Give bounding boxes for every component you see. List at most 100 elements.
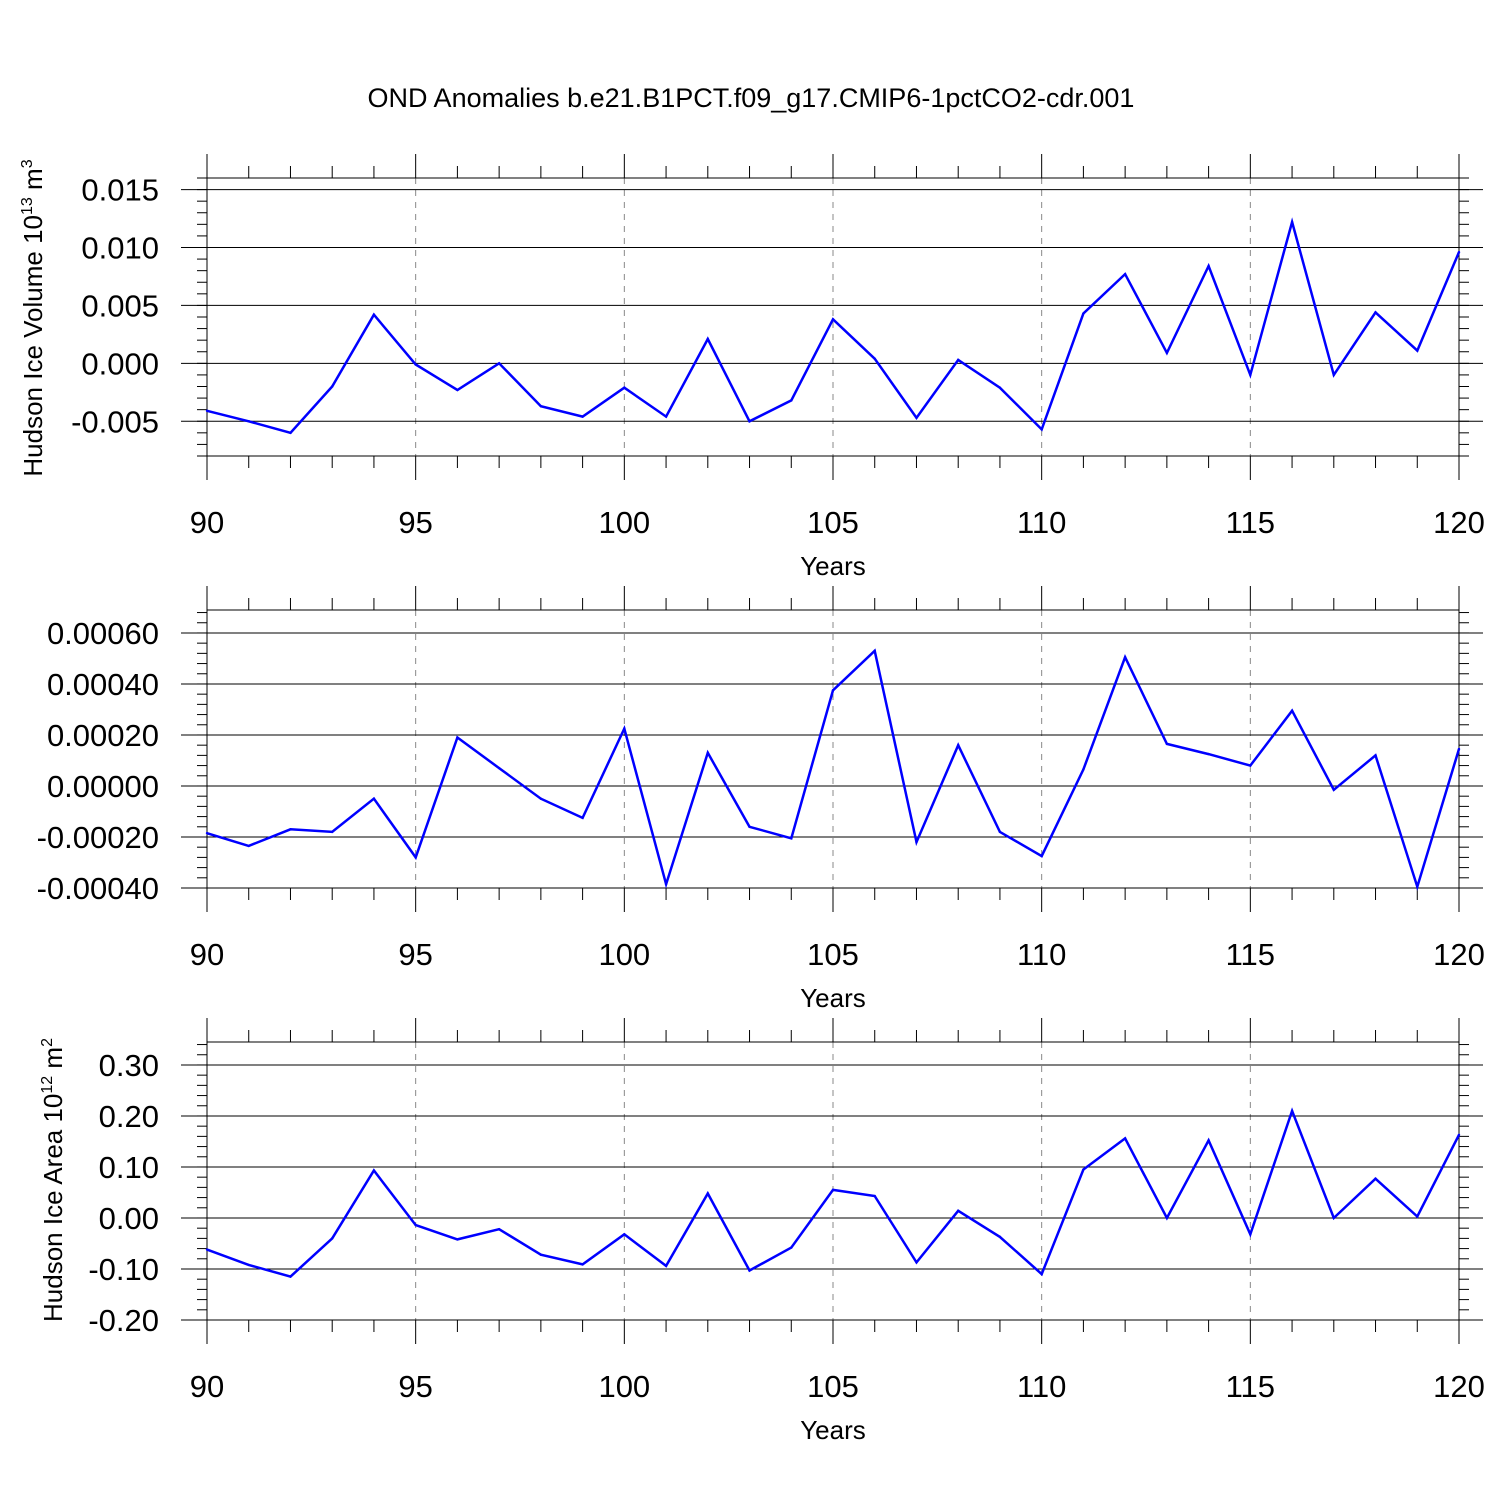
data-point (289, 1275, 292, 1278)
data-point (205, 1248, 209, 1251)
data-point (289, 431, 292, 435)
x-tick-label: 120 (1433, 937, 1485, 972)
x-axis-title: Years (800, 1415, 866, 1445)
data-point (497, 766, 501, 770)
y-tick-label: 0.10 (99, 1150, 159, 1185)
data-point (539, 404, 543, 408)
data-point (456, 388, 459, 392)
x-tick-label: 95 (398, 937, 432, 972)
data-point (1374, 754, 1377, 757)
data-point (1290, 1109, 1294, 1113)
data-point (1082, 1168, 1085, 1171)
y-tick-label: -0.20 (88, 1303, 159, 1338)
x-tick-label: 105 (807, 505, 859, 540)
x-tick-label: 110 (1017, 505, 1066, 540)
data-point (873, 649, 876, 653)
data-point (1040, 1272, 1043, 1276)
x-tick-label: 120 (1433, 1369, 1485, 1404)
data-point (1332, 373, 1336, 377)
y-tick-label: 0.00020 (47, 718, 159, 753)
x-axis-title: Years (800, 551, 866, 581)
y-tick-label: 0.00060 (47, 616, 159, 651)
y-tick-label: 0.015 (81, 173, 159, 208)
data-point (1207, 752, 1210, 756)
x-tick-label: 115 (1226, 505, 1275, 540)
x-axis-title: Years (800, 983, 866, 1013)
data-point (998, 830, 1002, 834)
data-point (372, 1169, 376, 1172)
data-point (539, 797, 543, 800)
chart-title: OND Anomalies b.e21.B1PCT.f09_g17.CMIP6-… (368, 83, 1135, 113)
x-tick-label: 105 (807, 1369, 859, 1404)
data-point (915, 1261, 918, 1264)
data-point (539, 1253, 543, 1256)
y-tick-label: 0.00000 (47, 769, 159, 804)
data-point (623, 386, 626, 389)
data-point (1207, 1139, 1210, 1142)
data-point (247, 1263, 250, 1267)
data-point (998, 1235, 1002, 1239)
data-point (1457, 747, 1461, 751)
x-tick-label: 95 (398, 505, 432, 540)
data-point (414, 856, 417, 859)
data-point (1082, 312, 1085, 315)
data-point (581, 816, 584, 820)
data-point (1249, 373, 1252, 377)
data-point (1457, 250, 1461, 254)
data-point (957, 358, 960, 362)
data-point (497, 1228, 501, 1231)
data-point (1374, 311, 1377, 314)
x-tick-label: 95 (398, 1369, 432, 1404)
data-point (414, 363, 417, 366)
x-tick-label: 110 (1017, 937, 1066, 972)
data-point (247, 844, 250, 848)
x-tick-label: 100 (598, 505, 650, 540)
data-point (623, 727, 626, 730)
data-point (1165, 742, 1169, 746)
data-point (1374, 1177, 1377, 1180)
y-axis-title: Hudson Ice Area 1012 m2 (38, 1038, 68, 1322)
data-point (664, 882, 668, 886)
y-tick-label: 0.20 (99, 1099, 159, 1134)
data-point (915, 840, 918, 844)
y-tick-label: -0.10 (88, 1252, 159, 1287)
data-point (664, 415, 668, 418)
data-point (1165, 1216, 1169, 1220)
data-point (790, 399, 793, 402)
data-point (1040, 854, 1043, 858)
y-tick-label: 0.30 (99, 1048, 159, 1083)
x-tick-label: 105 (807, 937, 859, 972)
x-tick-label: 110 (1017, 1369, 1066, 1404)
x-tick-label: 90 (190, 505, 224, 540)
data-point (998, 386, 1002, 389)
data-point (957, 1209, 960, 1213)
data-point (372, 313, 376, 316)
data-point (247, 420, 250, 423)
data-point (581, 415, 584, 418)
x-tick-label: 90 (190, 937, 224, 972)
data-point (706, 337, 709, 341)
data-point (748, 825, 751, 828)
data-point (497, 362, 501, 365)
y-tick-label: -0.005 (71, 404, 159, 439)
data-point (414, 1223, 417, 1227)
x-tick-label: 120 (1433, 505, 1485, 540)
data-point (831, 689, 835, 692)
data-point (1040, 428, 1043, 431)
data-point (1249, 764, 1252, 767)
data-point (915, 416, 918, 419)
data-point (1123, 1137, 1127, 1140)
data-point (1165, 351, 1169, 355)
data-point (1123, 655, 1127, 659)
y-tick-label: 0.00040 (47, 667, 159, 702)
data-point (1332, 1216, 1336, 1220)
data-point (1416, 1215, 1419, 1218)
y-tick-label: 0.000 (81, 346, 159, 381)
data-point (748, 1269, 751, 1272)
data-point (1457, 1133, 1461, 1137)
data-point (1207, 264, 1210, 268)
data-point (831, 1188, 835, 1192)
data-point (372, 797, 376, 800)
data-point (706, 1192, 709, 1195)
